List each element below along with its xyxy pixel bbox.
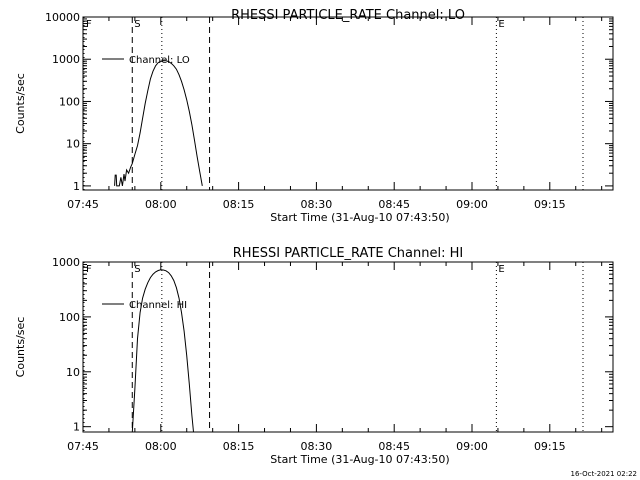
y-axis-label: Counts/sec xyxy=(14,73,27,134)
panel-lo: RHESSI PARTICLE_RATE Channel: LO Counts/s… xyxy=(14,8,614,224)
x-tick-label: 07:45 xyxy=(67,198,99,211)
y-tick-label: 10 xyxy=(66,138,80,151)
render-timestamp: 16-Oct-2021 02:22 xyxy=(571,470,637,478)
x-tick-label: 09:00 xyxy=(456,198,488,211)
x-tick-label: 08:15 xyxy=(223,440,255,453)
legend-entry: Channel: HI xyxy=(129,300,187,311)
y-tick-label: 1000 xyxy=(52,256,80,269)
x-axis-label: Start Time (31-Aug-10 07:43:50) xyxy=(270,211,449,224)
x-axis-label: Start Time (31-Aug-10 07:43:50) xyxy=(270,453,449,466)
y-tick-label: 10000 xyxy=(45,11,80,24)
y-tick-label: 10 xyxy=(66,366,80,379)
x-tick-label: 09:00 xyxy=(456,440,488,453)
x-tick-label: 08:15 xyxy=(223,198,255,211)
axes-frame xyxy=(82,16,614,191)
y-tick-label: 100 xyxy=(59,95,80,108)
legend-entry: Channel: LO xyxy=(129,55,190,66)
panel-hi: RHESSI PARTICLE_RATE Channel: HI Counts/s… xyxy=(14,246,614,466)
event-marker-label: S xyxy=(134,264,140,275)
series-line xyxy=(131,269,194,433)
x-tick-label: 08:00 xyxy=(145,440,177,453)
x-tick-label: 09:15 xyxy=(534,198,566,211)
x-tick-label: 08:45 xyxy=(378,440,410,453)
event-marker-label: E xyxy=(498,19,504,30)
x-tick-label: 08:30 xyxy=(301,440,333,453)
x-tick-label: 08:45 xyxy=(378,198,410,211)
event-marker-label: F xyxy=(86,264,92,275)
x-tick-label: 08:30 xyxy=(301,198,333,211)
axes-frame xyxy=(82,261,614,433)
y-tick-label: 1 xyxy=(73,180,80,193)
event-marker-label: F xyxy=(86,19,92,30)
event-marker-label: E xyxy=(498,264,504,275)
event-marker-label: S xyxy=(134,19,140,30)
series-line xyxy=(114,60,203,187)
y-tick-label: 100 xyxy=(59,311,80,324)
x-tick-label: 08:00 xyxy=(145,198,177,211)
x-tick-label: 09:15 xyxy=(534,440,566,453)
y-axis-label: Counts/sec xyxy=(14,317,27,378)
y-tick-label: 1 xyxy=(73,421,80,434)
x-tick-label: 07:45 xyxy=(67,440,99,453)
chart-title: RHESSI PARTICLE_RATE Channel: LO xyxy=(231,8,465,23)
chart-title: RHESSI PARTICLE_RATE Channel: HI xyxy=(233,246,463,261)
y-tick-label: 1000 xyxy=(52,53,80,66)
